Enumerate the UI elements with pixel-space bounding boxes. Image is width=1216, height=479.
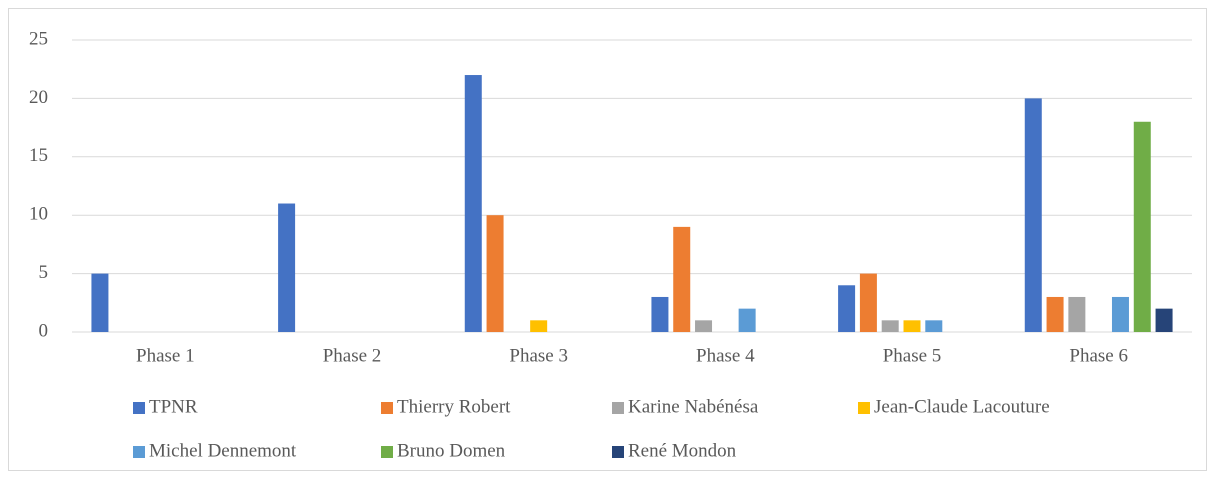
legend-label: TPNR (149, 396, 198, 417)
legend-swatch (381, 402, 393, 414)
bar (838, 285, 856, 332)
legend-label: Thierry Robert (397, 396, 511, 417)
legend-label: René Mondon (628, 440, 737, 461)
legend-swatch (133, 446, 145, 458)
bar (738, 308, 756, 332)
legend-label: Karine Nabénésa (628, 396, 759, 417)
bar (464, 75, 482, 332)
bar (91, 273, 109, 332)
legend-label: Jean-Claude Lacouture (874, 396, 1050, 417)
bar (278, 203, 296, 332)
bar (881, 320, 899, 332)
chart-border (8, 8, 1207, 471)
y-tick-label: 0 (39, 320, 49, 341)
legend-label: Michel Dennemont (149, 440, 297, 461)
bar (925, 320, 943, 332)
bar (486, 215, 504, 332)
x-tick-label: Phase 2 (323, 345, 382, 366)
bar (1068, 296, 1086, 332)
x-tick-label: Phase 6 (1069, 345, 1128, 366)
legend-swatch (381, 446, 393, 458)
legend-swatch (858, 402, 870, 414)
bar (1155, 308, 1173, 332)
bar (695, 320, 713, 332)
bar (1024, 98, 1042, 333)
y-tick-label: 5 (39, 262, 49, 283)
y-tick-label: 15 (29, 145, 48, 166)
bar (651, 296, 669, 332)
bar (859, 273, 877, 332)
x-tick-label: Phase 5 (883, 345, 942, 366)
bar (1133, 121, 1151, 332)
legend-label: Bruno Domen (397, 440, 506, 461)
bar (1111, 296, 1129, 332)
y-tick-label: 20 (29, 87, 48, 108)
x-tick-label: Phase 1 (136, 345, 195, 366)
legend-swatch (612, 446, 624, 458)
bar (903, 320, 921, 332)
bar (1046, 296, 1064, 332)
y-tick-label: 25 (29, 28, 48, 49)
bar (673, 226, 691, 332)
legend-swatch (612, 402, 624, 414)
y-tick-label: 10 (29, 204, 48, 225)
legend-swatch (133, 402, 145, 414)
bar (530, 320, 548, 332)
x-tick-label: Phase 3 (509, 345, 568, 366)
x-tick-label: Phase 4 (696, 345, 755, 366)
